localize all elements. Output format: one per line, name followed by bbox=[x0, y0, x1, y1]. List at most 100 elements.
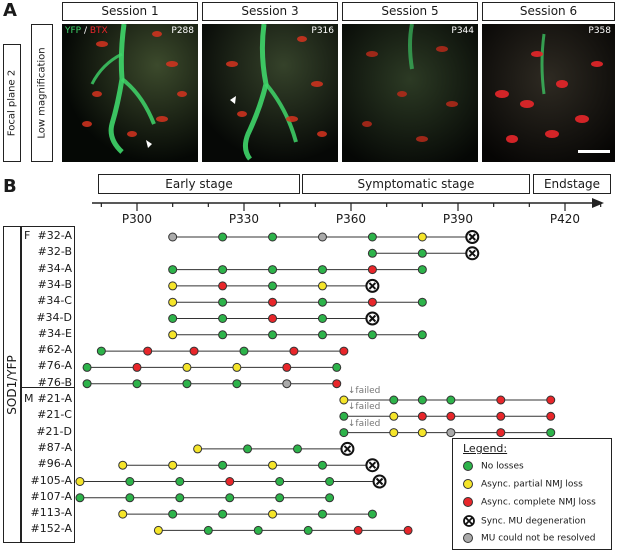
timepoint-marker bbox=[168, 509, 178, 519]
micrograph-session-3: P316 bbox=[202, 24, 338, 162]
timepoint-marker bbox=[353, 525, 363, 535]
timepoint-marker bbox=[317, 281, 327, 291]
failed-annotation: ↓failed bbox=[347, 418, 381, 429]
timeline-row bbox=[82, 362, 342, 372]
row-label: #21-A bbox=[37, 392, 72, 405]
row-label: #34-B bbox=[37, 277, 72, 291]
timepoint-marker bbox=[317, 460, 327, 470]
timepoint-marker bbox=[367, 265, 377, 275]
timepoint-marker bbox=[417, 395, 427, 405]
micrograph-session-5: P344 bbox=[342, 24, 478, 162]
timepoint-marker bbox=[317, 232, 327, 242]
legend-dot-red bbox=[463, 497, 473, 507]
timepoint-marker bbox=[125, 477, 135, 486]
timepoint-marker bbox=[389, 395, 399, 405]
timepoint-marker bbox=[203, 525, 213, 535]
timepoint-marker bbox=[143, 346, 153, 356]
timepoint-marker bbox=[275, 477, 285, 486]
stage-endstage: Endstage bbox=[533, 174, 611, 194]
timepoint-marker bbox=[182, 362, 192, 372]
group-label-box: SOD1/YFP bbox=[3, 226, 21, 543]
legend-dot-gray bbox=[463, 533, 473, 543]
failed-annotation: ↓failed bbox=[347, 386, 381, 396]
timepoint-marker bbox=[268, 297, 278, 307]
timepoint-marker bbox=[118, 509, 128, 519]
sync-degeneration-marker bbox=[465, 246, 480, 261]
timepoint-marker bbox=[218, 297, 228, 307]
row-label: #152-A bbox=[30, 522, 72, 536]
timepoint-marker bbox=[446, 411, 456, 421]
timepoint-marker bbox=[218, 509, 228, 519]
sex-label: M bbox=[24, 392, 34, 405]
timepoint-marker bbox=[339, 346, 349, 356]
timepoint-marker bbox=[82, 362, 92, 372]
sync-degeneration-marker bbox=[340, 441, 355, 456]
legend: Legend: No losses Async. partial NMJ los… bbox=[452, 438, 612, 550]
row-label: #113-A bbox=[30, 506, 72, 520]
stain-btx-label: BTX bbox=[89, 26, 108, 36]
row-label: #105-A bbox=[30, 473, 72, 487]
timepoint-marker bbox=[417, 232, 427, 242]
timepoint-marker bbox=[218, 265, 228, 275]
timepoint-marker bbox=[332, 362, 342, 372]
stain-separator: / bbox=[81, 26, 90, 36]
sex-label: F bbox=[24, 229, 31, 242]
timepoint-marker bbox=[289, 346, 299, 356]
row-label: #34-D bbox=[36, 310, 72, 324]
timepoint-marker bbox=[168, 330, 178, 340]
timepoint-marker bbox=[182, 379, 192, 389]
timepoint-marker bbox=[325, 477, 335, 486]
timepoint-marker bbox=[446, 428, 456, 438]
crossed-circle-icon bbox=[463, 515, 475, 527]
timepoint-marker bbox=[417, 330, 427, 340]
session-5-title: Session 5 bbox=[342, 2, 478, 21]
timepoint-marker bbox=[496, 411, 506, 421]
panel-b-letter: B bbox=[3, 176, 17, 197]
legend-item-partial: Async. partial NMJ loss bbox=[463, 479, 583, 490]
timepoint-marker bbox=[546, 428, 556, 438]
timeline-row bbox=[339, 395, 556, 405]
legend-label: Sync. MU degeneration bbox=[481, 516, 586, 527]
session-1-title: Session 1 bbox=[62, 2, 198, 21]
timepoint-marker bbox=[317, 509, 327, 519]
row-label: #76-B bbox=[37, 375, 72, 389]
legend-label: No losses bbox=[481, 461, 524, 472]
timeline-row bbox=[75, 474, 387, 489]
timepoint-marker bbox=[132, 362, 142, 372]
timeline-row bbox=[118, 458, 380, 473]
timepoint-marker bbox=[225, 493, 235, 503]
timepoint-marker bbox=[317, 330, 327, 340]
timepoint-marker bbox=[293, 444, 302, 454]
timepoint-marker bbox=[268, 232, 278, 242]
timepoint-marker bbox=[403, 525, 413, 535]
session-3-age: P316 bbox=[311, 26, 334, 36]
timepoint-marker bbox=[417, 411, 427, 421]
timepoint-marker bbox=[367, 297, 377, 307]
timepoint-marker bbox=[282, 379, 292, 389]
timepoint-marker bbox=[446, 395, 456, 405]
panel-a-letter: A bbox=[3, 0, 17, 21]
timepoint-marker bbox=[367, 330, 377, 340]
timepoint-marker bbox=[546, 411, 556, 421]
timepoint-marker bbox=[282, 362, 292, 372]
timeline-row bbox=[168, 311, 380, 326]
session-6-title: Session 6 bbox=[482, 2, 615, 21]
timepoint-marker bbox=[417, 297, 427, 307]
timepoint-marker bbox=[303, 525, 313, 535]
timepoint-marker bbox=[218, 460, 228, 470]
timepoint-marker bbox=[168, 314, 178, 323]
tick-label-p420: P420 bbox=[549, 212, 581, 226]
timepoint-marker bbox=[367, 509, 377, 519]
tick-label-p330: P330 bbox=[228, 212, 260, 226]
timepoint-marker bbox=[218, 281, 228, 291]
timepoint-marker bbox=[268, 330, 278, 340]
legend-item-sync: Sync. MU degeneration bbox=[463, 515, 586, 527]
row-label: #32-B bbox=[37, 245, 72, 259]
sync-degeneration-marker bbox=[365, 278, 380, 293]
row-label: #32-A bbox=[37, 229, 72, 242]
row-label: #34-C bbox=[37, 294, 72, 308]
timepoint-marker bbox=[189, 346, 199, 356]
session-5-age: P344 bbox=[451, 26, 474, 36]
timepoint-marker bbox=[417, 265, 427, 275]
session-6-age: P358 bbox=[588, 26, 611, 36]
